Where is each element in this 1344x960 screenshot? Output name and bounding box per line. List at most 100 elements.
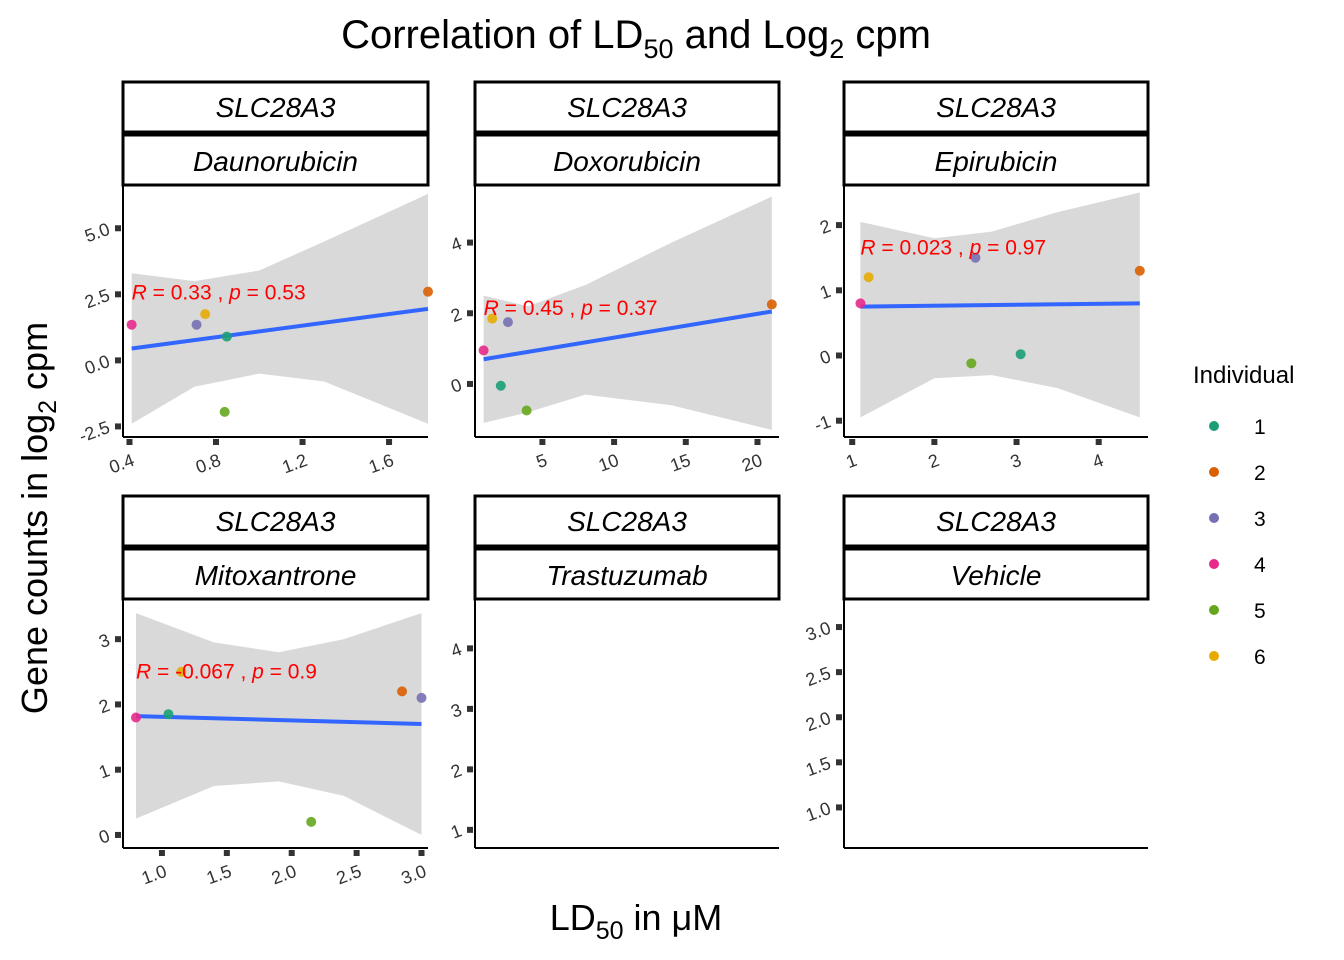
legend-label: 6 [1254,646,1266,669]
data-point [766,299,777,310]
regression-line [135,714,422,726]
facet-panel-vehicle: SLC28A3 Vehicle 1.0 1.5 2.0 2.5 3.0 [803,494,1150,849]
legend-key [1209,559,1219,569]
data-point [163,709,174,720]
strip-drug-label: Doxorubicin [553,146,701,177]
confidence-band [131,193,428,424]
y-tick [836,287,842,294]
strip-gene-label: SLC28A3 [936,506,1056,537]
regression-line [860,301,1140,309]
x-tick [288,850,295,856]
x-tick [1095,439,1102,445]
y-tick [115,225,121,232]
strip-gene [121,494,430,548]
x-tick-label: 2.5 [334,861,364,888]
x-tick-label: 2 [925,450,941,472]
y-tick-label: 2 [448,304,464,326]
x-tick [1013,439,1020,445]
y-tick-label: 1 [448,820,464,842]
strip-gene [842,494,1150,548]
data-point [306,816,317,827]
x-tick [386,439,393,445]
y-tick [836,759,842,766]
strip-drug [473,133,781,187]
legend-label: 2 [1254,462,1266,485]
data-point [478,345,489,356]
x-tick [299,439,306,445]
data-point [855,298,866,309]
y-tick-label: 0 [448,375,464,397]
legend-item: 4 [1209,554,1266,577]
legend-item: 5 [1209,600,1266,623]
x-tick [754,439,761,445]
legend-item: 3 [1209,508,1266,531]
legend-label: 5 [1254,600,1266,623]
y-tick [115,423,121,430]
x-tick-label: 0.8 [193,450,223,477]
y-axis-label: Gene counts in log2 cpm [14,322,62,714]
strip-drug-label: Trastuzumab [546,560,707,591]
y-tick [467,826,473,833]
y-tick [467,645,473,652]
data-point [176,666,187,677]
data-point [863,272,874,283]
data-point [416,692,427,703]
regression-line [131,306,429,351]
strip-gene-label: SLC28A3 [567,506,687,537]
correlation-annotation: R = 0.023 , p = 0.97 [860,236,1046,259]
legend-key [1209,421,1219,431]
data-point [200,309,211,320]
y-tick-label: 5.0 [82,219,112,246]
correlation-annotation: R = 0.45 , p = 0.37 [484,297,658,320]
x-tick-label: 2.0 [269,861,299,888]
data-point [191,319,202,330]
correlation-annotation: R = -0.067 , p = 0.9 [136,660,317,683]
y-tick-label: 3.0 [803,618,833,645]
y-tick-label: 2 [817,216,833,238]
x-tick-label: 1.2 [280,450,310,477]
y-tick-label: -1 [812,411,834,435]
x-axis-label: LD50 in μM [550,897,723,945]
regression-line [483,309,773,362]
chart-title: Correlation of LD50 and Log2 cpm [341,13,931,64]
y-tick [467,310,473,317]
y-tick [115,766,121,773]
facet-panel-daunorubicin: SLC28A3 Daunorubicin R = 0.33 , p = 0.53 -2… [76,80,433,477]
data-point [495,380,506,391]
y-tick-label: 2 [448,760,464,782]
x-tick-label: 3.0 [399,861,429,888]
legend-key [1209,651,1219,661]
x-tick [849,439,856,445]
x-tick-label: 15 [667,450,693,476]
y-tick [836,714,842,721]
y-tick-label: -2.5 [76,417,112,446]
strip-gene-label: SLC28A3 [936,92,1056,123]
facet-panel-epirubicin: SLC28A3 Epirubicin R = 0.023 , p = 0.97 -1 0… [812,80,1150,472]
y-tick [115,636,121,643]
y-tick-label: 3 [96,630,112,652]
confidence-band [483,196,772,430]
y-tick [115,831,121,838]
x-tick [418,850,425,856]
x-tick-label: 1 [843,450,859,472]
x-tick [213,439,220,445]
y-tick-label: 0 [817,346,833,368]
y-tick-label: 2.5 [82,285,112,312]
legend-item: 2 [1209,462,1266,485]
data-point [502,317,513,328]
y-tick [836,804,842,811]
legend-item: 1 [1209,416,1266,439]
strip-drug [121,547,430,601]
x-tick [931,439,938,445]
data-point [126,319,137,330]
y-tick-label: 2 [96,695,112,717]
data-point [521,405,532,416]
y-tick [836,352,842,359]
y-tick-label: 1.5 [803,753,833,780]
strip-drug [842,547,1150,601]
x-tick [126,439,133,445]
y-tick-label: 2.0 [803,708,833,735]
strip-drug-label: Daunorubicin [193,146,358,177]
y-tick [836,222,842,229]
